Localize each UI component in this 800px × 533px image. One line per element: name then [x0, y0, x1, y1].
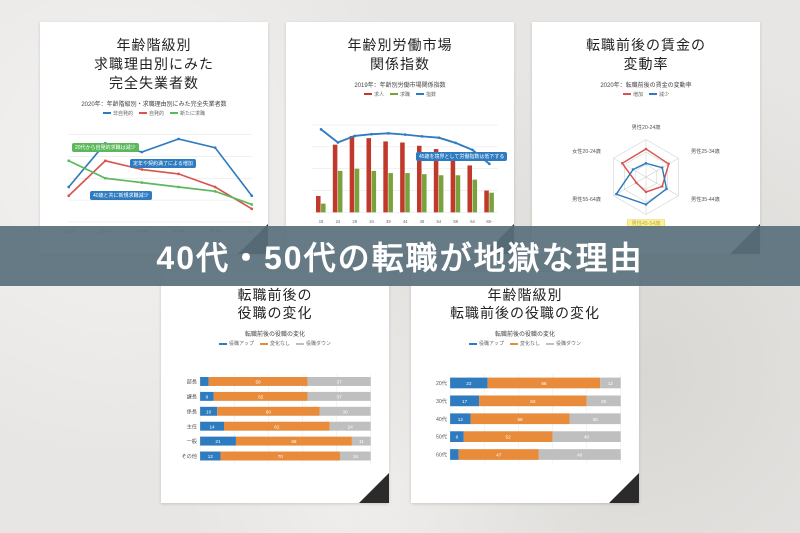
chart-legend: 役職アップ変化なし役職ダウン — [469, 340, 581, 347]
svg-text:34: 34 — [369, 219, 374, 224]
bottom-row: 転職前後の 役職の変化 転職前後の役職の変化 役職アップ変化なし役職ダウン 58… — [40, 272, 760, 504]
svg-text:54: 54 — [437, 219, 442, 224]
svg-text:29: 29 — [352, 219, 357, 224]
card-position-change: 転職前後の 役職の変化 転職前後の役職の変化 役職アップ変化なし役職ダウン 58… — [161, 272, 389, 504]
title-line: 完全失業者数 — [94, 74, 214, 93]
svg-text:係長: 係長 — [187, 408, 198, 416]
chart-legend: 非自発的自発的新たに求職 — [103, 110, 205, 117]
chart-subtitle: 2020年：転職前後の賃金の変動率 — [600, 80, 691, 89]
chart-subtitle: 転職前後の役職の変化 — [495, 329, 555, 338]
svg-text:19: 19 — [319, 219, 324, 224]
svg-text:58: 58 — [517, 417, 523, 422]
svg-text:30: 30 — [593, 417, 599, 422]
svg-text:主任: 主任 — [187, 423, 197, 431]
svg-text:65-: 65- — [486, 219, 493, 224]
svg-text:その他: その他 — [181, 452, 197, 460]
svg-text:一般: 一般 — [187, 437, 197, 445]
bar-line-chart: 1924293439444954596465-45歳を境界として労働指数は低下す… — [296, 102, 504, 244]
svg-text:女性20-24歳: 女性20-24歳 — [572, 147, 601, 155]
svg-text:17: 17 — [462, 399, 468, 404]
svg-text:39: 39 — [386, 219, 391, 224]
chart-legend: 求人求職指数 — [364, 91, 436, 98]
title-line: 年齢階級別 — [450, 286, 600, 305]
stacked-bar-chart: 58 37 部長 8 55 37 課長 10 60 30 係長 14 62 24 主任 21 68 11 一般 12 7… — [171, 351, 379, 493]
chart-legend: 役職アップ変化なし役職ダウン — [219, 340, 331, 347]
svg-text:52: 52 — [506, 435, 512, 440]
stacked-bar-chart: 22 66 12 20代 17 63 20 30代 12 58 30 40代 8 52 40 50代 47 48 6… — [421, 351, 629, 493]
svg-text:44: 44 — [403, 219, 408, 224]
svg-text:68: 68 — [291, 439, 297, 444]
svg-text:37: 37 — [337, 380, 343, 385]
svg-text:男性25-34歳: 男性25-34歳 — [691, 147, 720, 155]
title-line: 転職前後の — [238, 286, 313, 305]
svg-text:8: 8 — [456, 435, 459, 440]
svg-text:12: 12 — [208, 454, 214, 459]
svg-text:63: 63 — [530, 399, 536, 404]
card-title: 年齢別労働市場 関係指数 — [348, 36, 453, 74]
svg-text:20代: 20代 — [436, 379, 448, 387]
svg-text:55: 55 — [258, 395, 264, 400]
chart-legend: 増加減少 — [623, 91, 669, 98]
title-line: 年齢階級別 — [94, 36, 214, 55]
headline-banner: 40代・50代の転職が地獄な理由 — [0, 226, 800, 286]
svg-text:10: 10 — [206, 410, 212, 415]
svg-text:8: 8 — [206, 395, 209, 400]
headline-text: 40代・50代の転職が地獄な理由 — [156, 233, 643, 279]
chart-subtitle: 2019年：年齢別労働市場関係指数 — [354, 80, 445, 89]
svg-text:47: 47 — [496, 453, 502, 458]
svg-text:60: 60 — [266, 410, 272, 415]
chart-subtitle: 転職前後の役職の変化 — [245, 329, 305, 338]
card-unemployment-by-age: 年齢階級別 求職理由別にみた 完全失業者数 2020年：年齢階級別・求職理由別に… — [40, 22, 268, 254]
svg-text:21: 21 — [215, 439, 221, 444]
card-position-change-by-age: 年齢階級別 転職前後の役職の変化 転職前後の役職の変化 役職アップ変化なし役職ダ… — [411, 272, 639, 504]
svg-text:20: 20 — [601, 399, 607, 404]
title-line: 転職前後の役職の変化 — [450, 304, 600, 323]
svg-text:40代: 40代 — [436, 415, 448, 423]
card-title: 転職前後の 役職の変化 — [238, 286, 313, 324]
svg-text:14: 14 — [209, 425, 215, 430]
svg-text:24: 24 — [336, 219, 341, 224]
svg-text:49: 49 — [420, 219, 425, 224]
svg-text:66: 66 — [541, 381, 547, 386]
svg-text:40: 40 — [584, 435, 590, 440]
chart-subtitle: 2020年：年齢階級別・求職理由別にみた完全失業者数 — [81, 99, 226, 108]
card-title: 年齢階級別 求職理由別にみた 完全失業者数 — [94, 36, 214, 93]
title-line: 転職前後の賃金の — [586, 36, 706, 55]
svg-text:18: 18 — [353, 454, 359, 459]
svg-text:課長: 課長 — [187, 393, 198, 401]
svg-text:30代: 30代 — [436, 397, 448, 405]
svg-text:70: 70 — [278, 454, 284, 459]
svg-text:男性20-24歳: 男性20-24歳 — [632, 123, 661, 131]
title-line: 役職の変化 — [238, 304, 313, 323]
card-wage-change: 転職前後の賃金の 変動率 2020年：転職前後の賃金の変動率 増加減少 男性20… — [532, 22, 760, 254]
svg-text:11: 11 — [359, 439, 364, 444]
svg-text:64: 64 — [470, 219, 475, 224]
svg-text:部長: 部長 — [187, 378, 198, 386]
svg-text:37: 37 — [337, 395, 343, 400]
card-title: 年齢階級別 転職前後の役職の変化 — [450, 286, 600, 324]
svg-text:58: 58 — [256, 380, 262, 385]
svg-text:24: 24 — [348, 425, 354, 430]
svg-text:男性55-64歳: 男性55-64歳 — [572, 195, 601, 203]
card-labor-market-index: 年齢別労働市場 関係指数 2019年：年齢別労働市場関係指数 求人求職指数 19… — [286, 22, 514, 254]
svg-text:22: 22 — [466, 381, 472, 386]
card-title: 転職前後の賃金の 変動率 — [586, 36, 706, 74]
svg-text:男性35-44歳: 男性35-44歳 — [691, 195, 720, 203]
svg-text:30: 30 — [343, 410, 349, 415]
svg-text:12: 12 — [608, 381, 614, 386]
svg-text:48: 48 — [577, 453, 583, 458]
svg-text:59: 59 — [453, 219, 458, 224]
svg-text:62: 62 — [274, 425, 280, 430]
svg-text:60代: 60代 — [436, 451, 448, 459]
title-line: 変動率 — [586, 55, 706, 74]
svg-text:12: 12 — [458, 417, 464, 422]
title-line: 年齢別労働市場 — [348, 36, 453, 55]
title-line: 関係指数 — [348, 55, 453, 74]
title-line: 求職理由別にみた — [94, 55, 214, 74]
svg-text:50代: 50代 — [436, 433, 448, 441]
radar-chart: 男性20-24歳男性25-34歳男性35-44歳男性45-54歳男性55-64歳… — [542, 102, 750, 244]
